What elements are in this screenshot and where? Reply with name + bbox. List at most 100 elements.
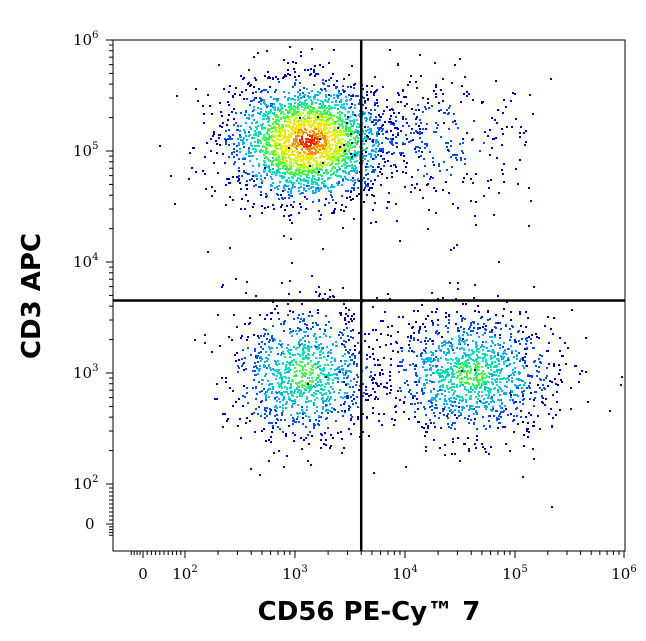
event-dot xyxy=(302,413,304,415)
event-dot xyxy=(461,377,463,379)
event-dot xyxy=(501,368,503,370)
event-dot xyxy=(311,435,313,437)
event-dot xyxy=(238,158,240,160)
event-dot xyxy=(350,414,352,416)
event-dot xyxy=(290,148,292,150)
event-dot xyxy=(299,193,301,195)
event-dot xyxy=(386,152,388,154)
event-dot xyxy=(295,136,297,138)
event-dot xyxy=(479,357,481,359)
event-dot xyxy=(297,103,299,105)
event-dot xyxy=(301,361,303,363)
event-dot xyxy=(522,365,524,367)
event-dot xyxy=(298,389,300,391)
event-dot xyxy=(456,360,458,362)
event-dot xyxy=(491,340,493,342)
event-dot xyxy=(348,173,350,175)
event-dot xyxy=(297,142,299,144)
event-dot xyxy=(512,399,514,401)
event-dot xyxy=(553,363,555,365)
event-dot xyxy=(443,408,445,410)
event-dot xyxy=(271,127,273,129)
event-dot xyxy=(271,131,273,133)
event-dot xyxy=(470,334,472,336)
event-dot xyxy=(319,354,321,356)
event-dot xyxy=(392,350,394,352)
event-dot xyxy=(324,364,326,366)
event-dot xyxy=(322,368,324,370)
event-dot xyxy=(336,182,338,184)
event-dot xyxy=(316,363,318,365)
event-dot xyxy=(510,413,512,415)
event-dot xyxy=(529,398,531,400)
event-dot xyxy=(281,387,283,389)
event-dot xyxy=(288,425,290,427)
event-dot xyxy=(579,373,581,375)
event-dot xyxy=(274,107,276,109)
event-dot xyxy=(288,293,290,295)
event-dot xyxy=(332,73,334,75)
event-dot xyxy=(307,69,309,71)
event-dot xyxy=(316,182,318,184)
event-dot xyxy=(248,131,250,133)
event-dot xyxy=(423,359,425,361)
event-dot xyxy=(296,370,298,372)
event-dot xyxy=(293,440,295,442)
event-dot xyxy=(462,367,464,369)
event-dot xyxy=(272,427,274,429)
event-dot xyxy=(287,191,289,193)
event-dot xyxy=(513,362,515,364)
event-dot xyxy=(315,338,317,340)
event-dot xyxy=(389,141,391,143)
event-dot xyxy=(382,133,384,135)
event-dot xyxy=(333,160,335,162)
event-dot xyxy=(297,177,299,179)
event-dot xyxy=(510,336,512,338)
event-dot xyxy=(424,384,426,386)
event-dot xyxy=(255,184,257,186)
event-dot xyxy=(245,172,247,174)
event-dot xyxy=(211,195,213,197)
event-dot xyxy=(285,433,287,435)
event-dot xyxy=(281,147,283,149)
event-dot xyxy=(380,333,382,335)
event-dot xyxy=(475,343,477,345)
event-dot xyxy=(463,328,465,330)
event-dot xyxy=(494,361,496,363)
event-dot xyxy=(538,366,540,368)
event-dot xyxy=(524,348,526,350)
event-dot xyxy=(260,175,262,177)
event-dot xyxy=(244,132,246,134)
event-dot xyxy=(309,374,311,376)
event-dot xyxy=(272,388,274,390)
event-dot xyxy=(316,385,318,387)
event-dot xyxy=(410,335,412,337)
event-dot xyxy=(315,419,317,421)
event-dot xyxy=(347,383,349,385)
event-dot xyxy=(287,73,289,75)
event-dot xyxy=(316,160,318,162)
event-dot xyxy=(499,337,501,339)
event-dot xyxy=(247,347,249,349)
event-dot xyxy=(248,173,250,175)
event-dot xyxy=(525,353,527,355)
event-dot xyxy=(384,311,386,313)
event-dot xyxy=(265,89,267,91)
event-dot xyxy=(262,348,264,350)
event-dot xyxy=(397,365,399,367)
event-dot xyxy=(228,336,230,338)
event-dot xyxy=(374,102,376,104)
event-dot xyxy=(373,378,375,380)
event-dot xyxy=(488,393,490,395)
event-dot xyxy=(322,103,324,105)
event-dot xyxy=(282,407,284,409)
event-dot xyxy=(315,113,317,115)
event-dot xyxy=(433,439,435,441)
event-dot xyxy=(348,130,350,132)
event-dot xyxy=(268,341,270,343)
event-dot xyxy=(404,105,406,107)
event-dot xyxy=(307,124,309,126)
event-dot xyxy=(498,344,500,346)
event-dot xyxy=(354,150,356,152)
event-dot xyxy=(270,441,272,443)
